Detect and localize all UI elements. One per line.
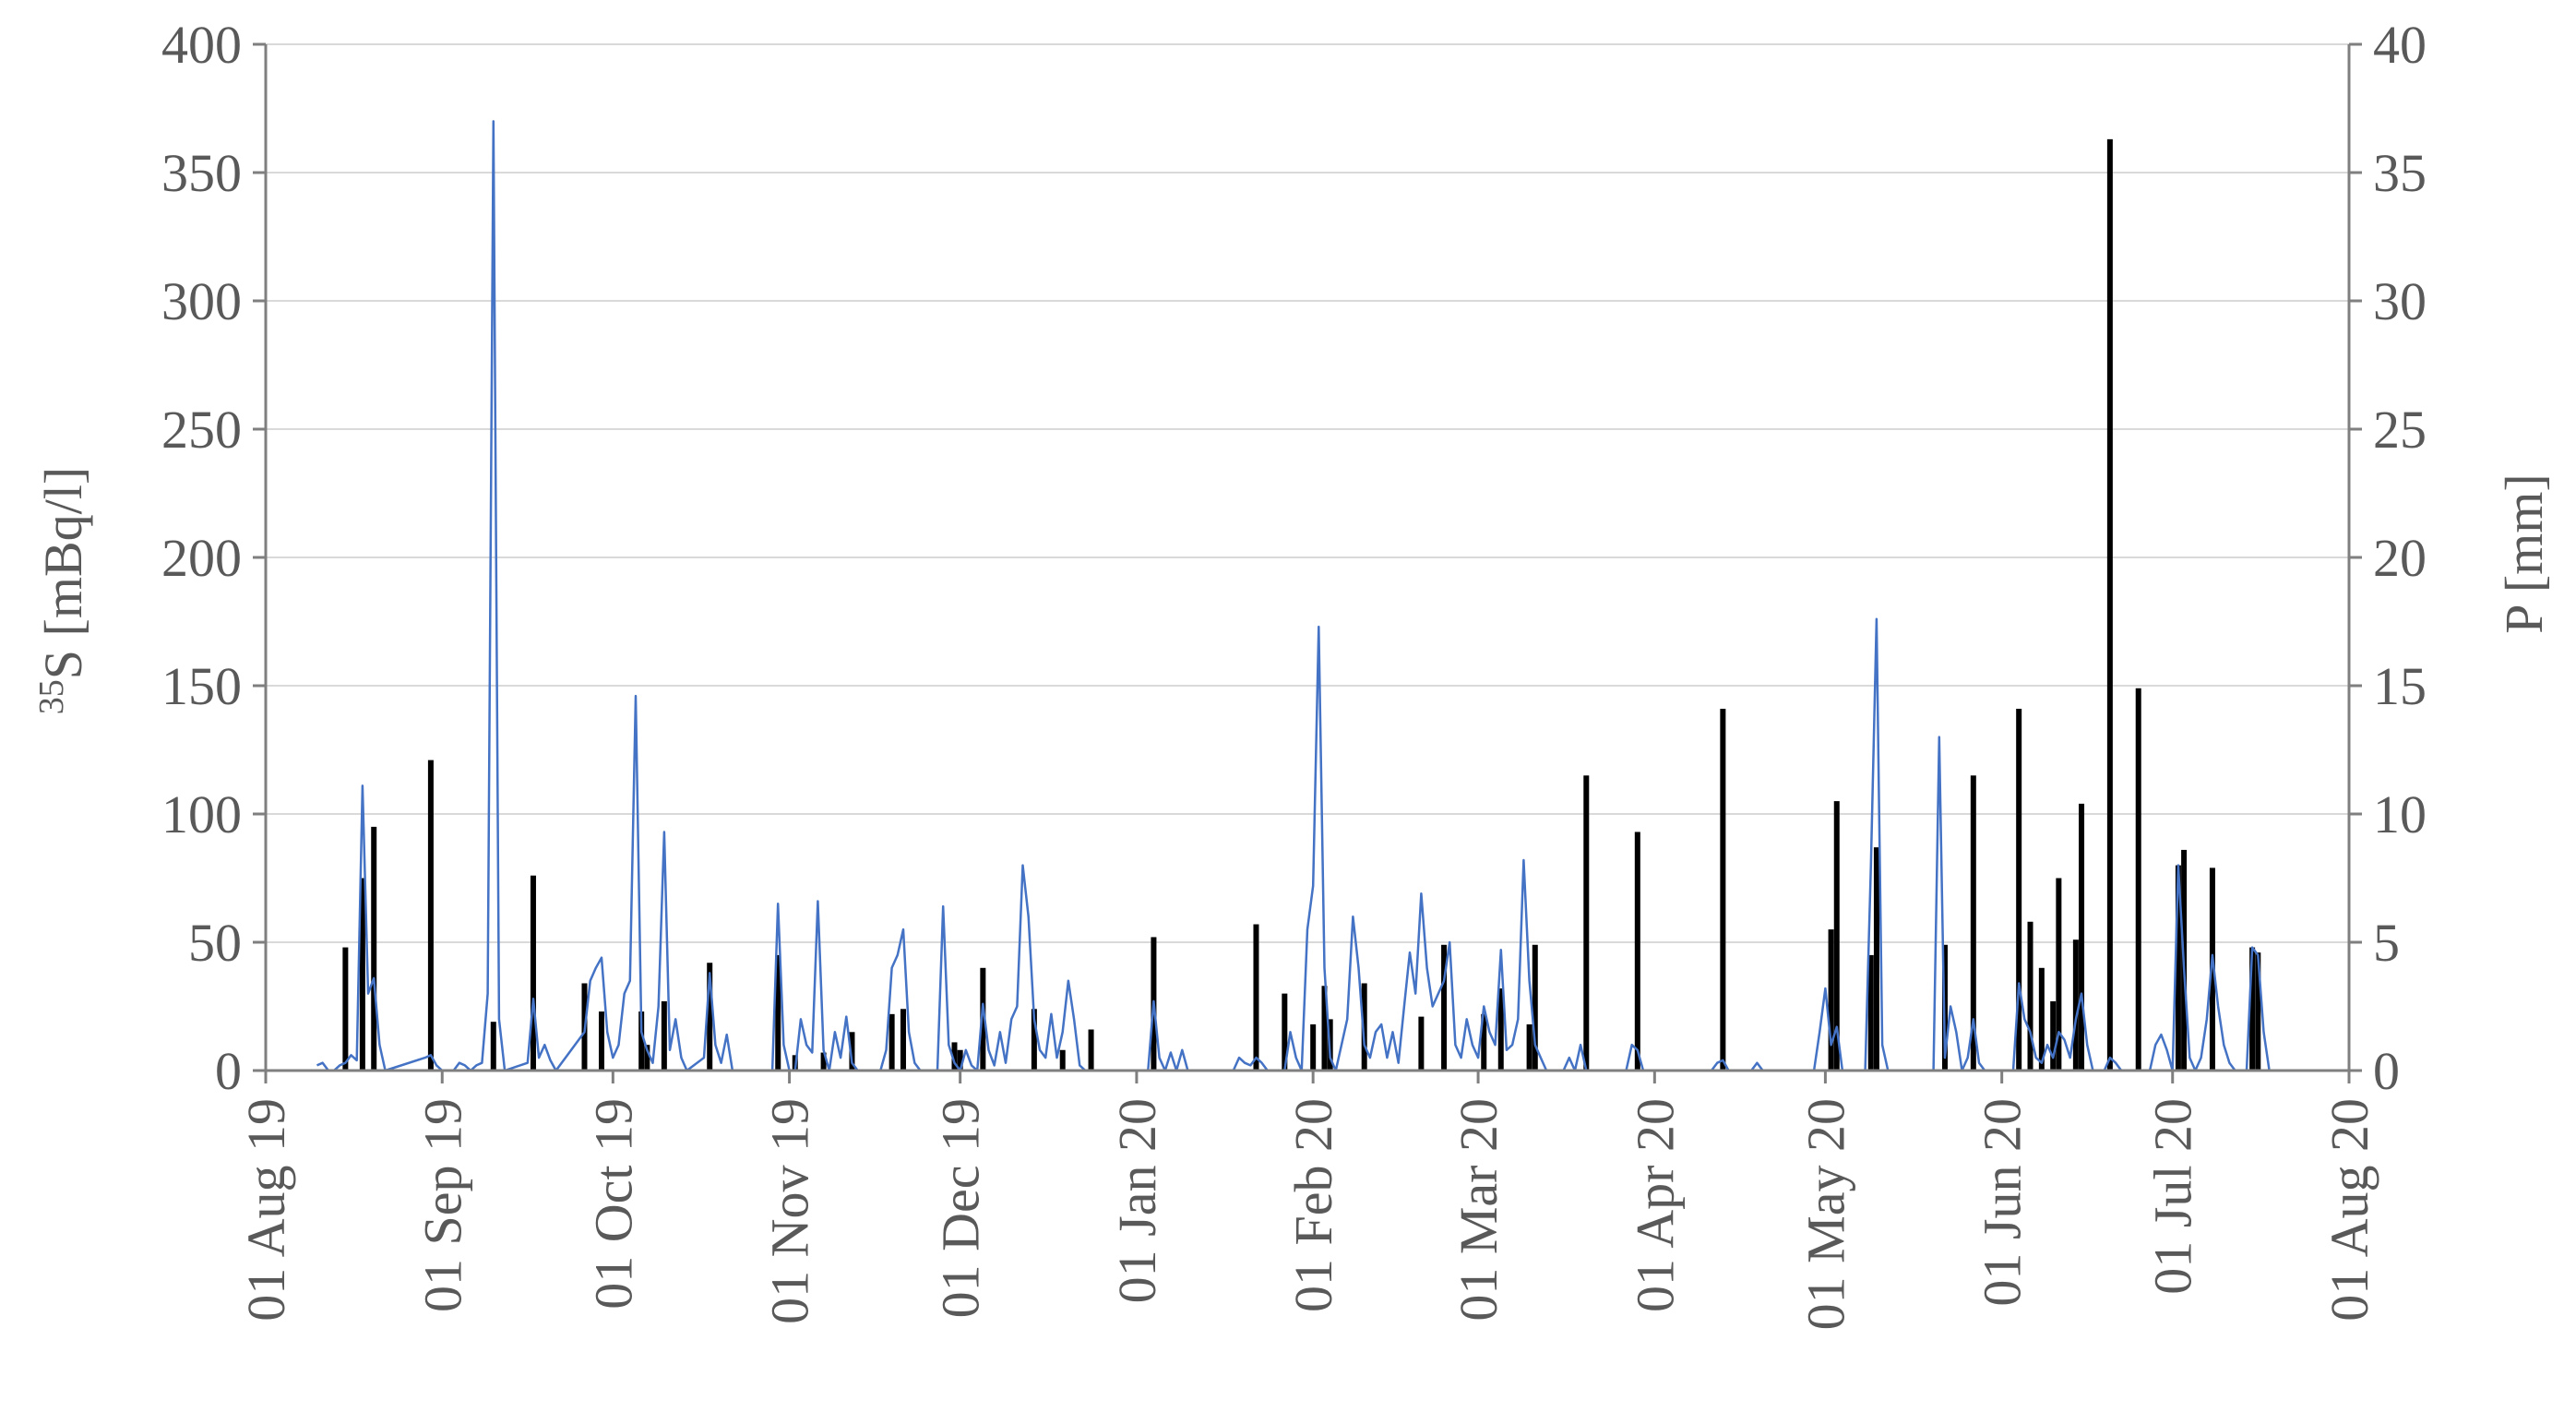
gridlines (266, 43, 2349, 943)
precipitation-bar (1720, 709, 1726, 1071)
precipitation-bar (1634, 832, 1640, 1071)
right-tick-label: 15 (2373, 656, 2427, 716)
precipitation-bar (2255, 952, 2261, 1071)
precipitation-bar (2072, 939, 2079, 1071)
left-tick-label: 250 (161, 400, 242, 460)
precipitation-bar (1441, 944, 1448, 1071)
precipitation-bar (775, 954, 781, 1071)
left-tick-label: 200 (161, 528, 242, 588)
precipitation-bar (1532, 944, 1538, 1071)
precipitation-bar (1970, 775, 1976, 1071)
precipitation-bar (1526, 1023, 1532, 1071)
precipitation-bar (638, 1011, 645, 1071)
left-tick-label: 100 (161, 784, 242, 844)
precipitation-bar (661, 1000, 667, 1071)
right-tick-label: 10 (2373, 784, 2427, 844)
precipitation-bar (1310, 1023, 1317, 1071)
precipitation-bar (1059, 1049, 1066, 1071)
left-axis-title-main: S [mBq/l] (33, 467, 93, 679)
precipitation-bar (371, 826, 377, 1071)
precipitation-bar (820, 1052, 827, 1071)
x-tick-label: 01 Dec 19 (931, 1098, 991, 1318)
precipitation-bar (951, 1042, 958, 1071)
precipitation-bar (342, 947, 349, 1071)
precipitation-bar (427, 760, 434, 1071)
precipitation-bar (2209, 868, 2215, 1071)
x-tick-label: 01 Jun 20 (1973, 1098, 2033, 1307)
right-axis-title: P [mm] (2494, 473, 2554, 633)
precipitation-bar (1361, 983, 1367, 1071)
right-tick-label: 20 (2373, 528, 2427, 588)
x-tick-label: 01 Aug 20 (2320, 1098, 2379, 1322)
x-tick-label: 01 Sep 19 (412, 1098, 472, 1312)
precipitation-bar (957, 1049, 963, 1071)
x-tick-label: 01 Aug 19 (236, 1098, 296, 1322)
left-tick-label: 0 (215, 1041, 242, 1101)
right-tick-label: 5 (2373, 913, 2400, 973)
precipitation-bar (2079, 803, 2085, 1071)
precipitation-bar (1867, 954, 1874, 1071)
left-tick-label: 50 (188, 913, 242, 973)
precipitation-bar (888, 1013, 895, 1071)
precipitation-bar (2106, 138, 2113, 1071)
s35-concentration-line (316, 120, 2349, 1072)
axes (253, 42, 2362, 1083)
precipitation-bar (900, 1009, 906, 1071)
precipitation-bar (2249, 947, 2256, 1071)
left-tick-label: 300 (161, 271, 242, 331)
precipitation-bar (2135, 688, 2141, 1071)
right-tick-label: 30 (2373, 271, 2427, 331)
left-tick-label: 150 (161, 656, 242, 716)
precipitation-bar (359, 878, 365, 1071)
precipitation-bar (1583, 775, 1590, 1071)
x-tick-label: 01 Jan 20 (1107, 1098, 1167, 1303)
left-tick-label: 350 (161, 143, 242, 203)
precipitation-bar (2050, 1000, 2057, 1071)
precipitation-bar (1282, 993, 1288, 1071)
precipitation-bar (1481, 1013, 1487, 1071)
precipitation-bar (1418, 1016, 1425, 1071)
precipitation-bar (1031, 1009, 1037, 1071)
precipitation-bar (644, 1045, 650, 1071)
precipitation-bar (980, 967, 986, 1071)
precipitation-bar (1828, 929, 1834, 1071)
right-tick-label: 35 (2373, 143, 2427, 203)
x-tick-label: 01 Oct 19 (583, 1098, 643, 1310)
precipitation-bar (2027, 921, 2033, 1071)
precipitation-bar (1873, 847, 1879, 1071)
left-tick-label: 400 (161, 15, 242, 75)
x-tick-label: 01 Apr 20 (1625, 1098, 1685, 1312)
precipitation-bar (707, 963, 713, 1071)
precipitation-bar (1253, 924, 1259, 1071)
x-tick-label: 01 Mar 20 (1449, 1098, 1509, 1322)
right-tick-label: 0 (2373, 1041, 2400, 1101)
precipitation-bar (2056, 878, 2062, 1071)
precipitation-bar (1088, 1029, 1094, 1071)
left-axis-title-superscript: 35 (32, 679, 71, 714)
precipitation-bar (598, 1011, 604, 1071)
x-tick-label: 01 May 20 (1795, 1098, 1855, 1330)
left-axis-title: 35S [mBq/l] (32, 467, 93, 714)
precipitation-bar (490, 1022, 496, 1071)
precipitation-bar (1833, 801, 1840, 1071)
precipitation-bar (2016, 709, 2022, 1071)
precipitation-bar (2038, 967, 2045, 1071)
x-tick-label: 01 Feb 20 (1283, 1098, 1343, 1312)
right-tick-label: 25 (2373, 400, 2427, 460)
tick-labels: 0 50 100 150 200 250 300 350 400 0 5 10 15 20 25 30 35 40… (161, 15, 2427, 1330)
precipitation-bar (1321, 986, 1328, 1071)
precipitation-bar (530, 875, 536, 1071)
x-tick-label: 01 Jul 20 (2143, 1098, 2203, 1295)
precipitation-bar (1497, 988, 1504, 1071)
right-tick-label: 40 (2373, 15, 2427, 75)
precipitation-bar (849, 1032, 855, 1071)
x-tick-label: 01 Nov 19 (760, 1098, 820, 1324)
precipitation-bar (2175, 865, 2181, 1071)
